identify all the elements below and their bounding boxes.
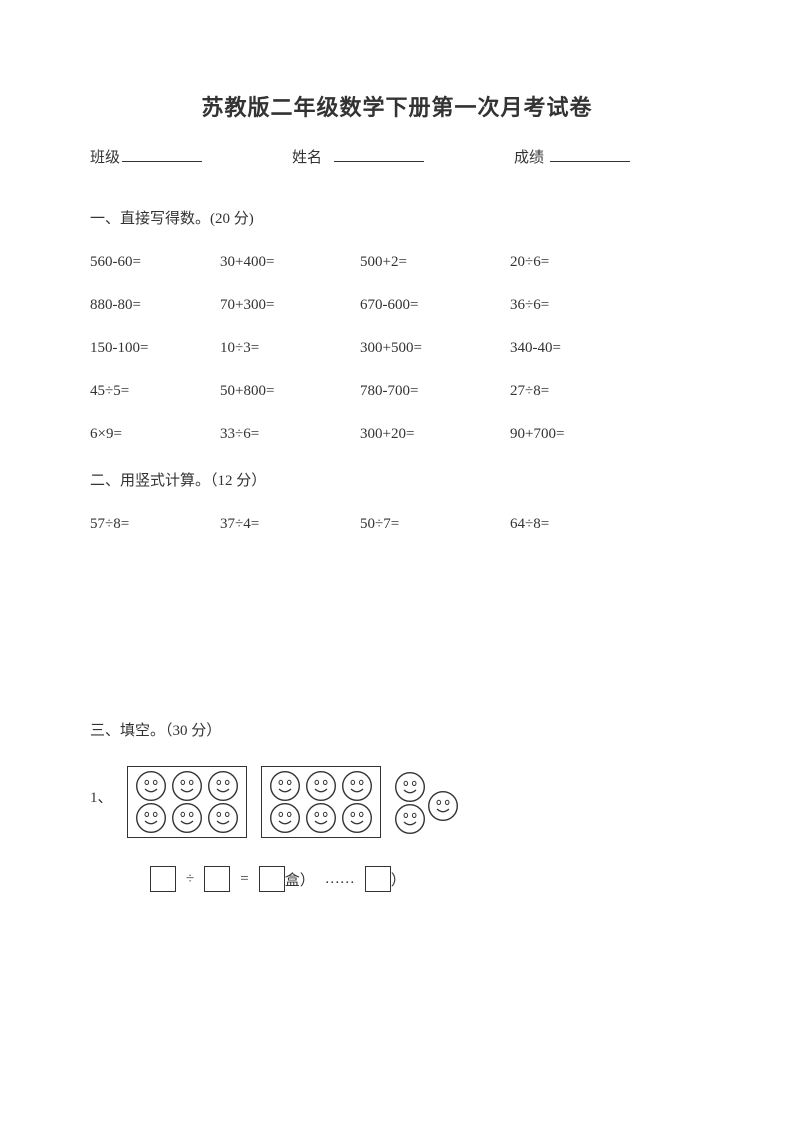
problem-cell: 20÷6= [510,254,650,271]
smiley-face-icon [208,771,238,801]
section1-problems: 560-60=30+400=500+2=20÷6=880-80=70+300=6… [90,254,704,443]
class-label: 班级 [90,146,120,167]
page-title: 苏教版二年级数学下册第一次月考试卷 [90,90,704,122]
score-label: 成绩 [514,146,544,167]
score-field: 成绩 [514,146,630,167]
name-underline [334,146,424,162]
smiley-face-icon [172,803,202,833]
unit2-label: ） [391,869,406,890]
problem-row: 560-60=30+400=500+2=20÷6= [90,254,704,271]
remainder-dots: …… [325,871,355,888]
blank-box [204,866,230,892]
problem-cell: 70+300= [220,297,360,314]
face-box [127,766,247,838]
face-row [136,803,238,833]
problem-cell: 50÷7= [360,516,510,533]
equals-sign: = [240,871,248,888]
problem-cell: 300+20= [360,426,510,443]
blank-box [365,866,391,892]
class-field: 班级 [90,146,202,167]
smiley-face-icon [342,803,372,833]
loose-faces [395,766,458,834]
problem-cell: 30+400= [220,254,360,271]
smiley-face-icon [270,771,300,801]
smiley-face-icon [342,771,372,801]
loose-face-column [395,772,425,834]
section2-problems: 57÷8=37÷4=50÷7=64÷8= [90,516,704,533]
section3-heading: 三、填空。（30 分） [90,719,704,740]
smiley-face-icon [172,771,202,801]
problem-cell: 27÷8= [510,383,650,400]
problem-cell: 340-40= [510,340,650,357]
loose-face-single [428,781,458,826]
unit1-label: 盒） [285,869,315,890]
smiley-face-icon [270,803,300,833]
face-row [136,771,238,801]
blank-box [259,866,285,892]
face-row [270,803,372,833]
problem-cell: 880-80= [90,297,220,314]
divide-sign: ÷ [186,871,194,888]
problem-cell: 33÷6= [220,426,360,443]
q1-equation: ÷ = 盒） …… ） [150,866,704,892]
problem-cell: 37÷4= [220,516,360,533]
class-underline [122,146,202,162]
blank-box [150,866,176,892]
smiley-face-icon [208,803,238,833]
problem-row: 150-100=10÷3=300+500=340-40= [90,340,704,357]
problem-cell: 64÷8= [510,516,650,533]
problem-cell: 670-600= [360,297,510,314]
face-row [270,771,372,801]
problem-cell: 560-60= [90,254,220,271]
name-field: 姓名 [292,146,424,167]
info-line: 班级 姓名 成绩 [90,146,704,167]
problem-row: 6×9=33÷6=300+20=90+700= [90,426,704,443]
face-boxes-container [127,766,381,838]
name-label: 姓名 [292,146,322,167]
q1-label: 1、 [90,766,113,807]
problem-cell: 90+700= [510,426,650,443]
smiley-face-icon [395,804,425,834]
problem-cell: 300+500= [360,340,510,357]
smiley-face-icon [136,771,166,801]
problem-cell: 6×9= [90,426,220,443]
section1-heading: 一、直接写得数。(20 分) [90,207,704,228]
problem-cell: 57÷8= [90,516,220,533]
smiley-face-icon [306,771,336,801]
problem-cell: 50+800= [220,383,360,400]
problem-cell: 10÷3= [220,340,360,357]
smiley-face-icon [395,772,425,802]
problem-cell: 36÷6= [510,297,650,314]
problem-cell: 500+2= [360,254,510,271]
problem-row: 880-80=70+300=670-600=36÷6= [90,297,704,314]
face-box [261,766,381,838]
section2-heading: 二、用竖式计算。（12 分） [90,469,704,490]
vertical-work-space [90,559,704,719]
smiley-face-icon [306,803,336,833]
problem-cell: 780-700= [360,383,510,400]
problem-row: 45÷5=50+800=780-700=27÷8= [90,383,704,400]
smiley-face-icon [136,803,166,833]
problem-cell: 150-100= [90,340,220,357]
smiley-face-icon [428,791,458,821]
score-underline [550,146,630,162]
problem-row: 57÷8=37÷4=50÷7=64÷8= [90,516,704,533]
q1-row: 1、 [90,766,704,838]
problem-cell: 45÷5= [90,383,220,400]
